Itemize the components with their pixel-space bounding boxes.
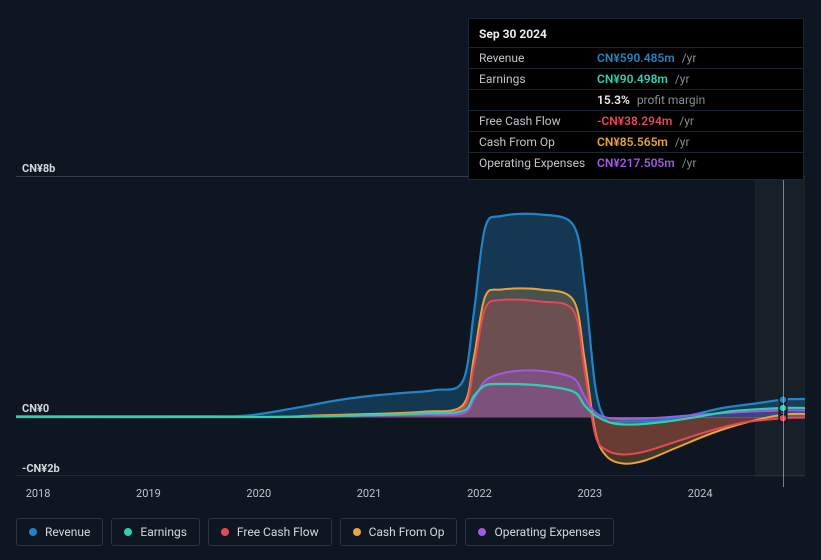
tooltip-row: RevenueCN¥590.485m /yr (469, 47, 803, 68)
legend-item-free_cash_flow[interactable]: Free Cash Flow (208, 518, 332, 546)
tooltip-panel: Sep 30 2024 RevenueCN¥590.485m /yrEarnin… (468, 18, 804, 180)
x-axis-tick: 2019 (136, 487, 161, 500)
legend: Revenue Earnings Free Cash Flow Cash From O… (16, 518, 614, 546)
tooltip-row-label: Earnings (479, 72, 597, 86)
legend-item-operating_expenses[interactable]: Operating Expenses (465, 518, 613, 546)
tooltip-row-label: Revenue (479, 51, 597, 65)
x-axis-tick: 2024 (688, 487, 713, 500)
legend-label: Cash From Op (369, 525, 445, 539)
financials-chart: CN¥8bCN¥0-CN¥2b 201820192020202120222023… (16, 160, 805, 500)
legend-label: Earnings (140, 525, 187, 539)
x-axis-tick: 2022 (467, 487, 492, 500)
tooltip-row: Operating ExpensesCN¥217.505m /yr (469, 152, 803, 173)
tooltip-row-value: -CN¥38.294m /yr (597, 114, 694, 128)
chart-svg (16, 177, 805, 477)
plot-area[interactable] (16, 176, 805, 476)
tooltip-row-value: CN¥217.505m /yr (597, 156, 696, 170)
x-axis-tick: 2018 (26, 487, 51, 500)
x-axis-tick: 2020 (246, 487, 271, 500)
tooltip-row-label: Cash From Op (479, 135, 597, 149)
tooltip-row: EarningsCN¥90.498m /yr (469, 68, 803, 89)
legend-dot-icon (478, 528, 486, 536)
tooltip-row: Free Cash Flow-CN¥38.294m /yr (469, 110, 803, 131)
series-area-free_cash_flow (16, 299, 805, 454)
x-axis-tick: 2023 (577, 487, 602, 500)
tooltip-row-value: 15.3% profit margin (597, 93, 705, 107)
legend-label: Operating Expenses (494, 525, 600, 539)
y-axis-label: CN¥8b (22, 162, 55, 175)
tooltip-row-value: CN¥590.485m /yr (597, 51, 696, 65)
tooltip-row-value: CN¥85.565m /yr (597, 135, 690, 149)
tooltip-row: 15.3% profit margin (469, 89, 803, 110)
legend-dot-icon (221, 528, 229, 536)
series-line-revenue (16, 214, 805, 423)
x-axis: 2018 2019 2020 2021 2022 2023 2024 (16, 484, 805, 500)
x-axis-tick: 2021 (357, 487, 382, 500)
legend-label: Revenue (45, 525, 90, 539)
tooltip-row-label: Free Cash Flow (479, 114, 597, 128)
legend-item-revenue[interactable]: Revenue (16, 518, 103, 546)
legend-item-cash_from_op[interactable]: Cash From Op (340, 518, 458, 546)
tooltip-row-label (479, 93, 597, 107)
tooltip-row-label: Operating Expenses (479, 156, 597, 170)
tooltip-row: Cash From OpCN¥85.565m /yr (469, 131, 803, 152)
legend-label: Free Cash Flow (237, 525, 319, 539)
legend-item-earnings[interactable]: Earnings (111, 518, 200, 546)
legend-dot-icon (29, 528, 37, 536)
tooltip-row-value: CN¥90.498m /yr (597, 72, 690, 86)
tooltip-date: Sep 30 2024 (469, 23, 803, 47)
legend-dot-icon (124, 528, 132, 536)
legend-dot-icon (353, 528, 361, 536)
